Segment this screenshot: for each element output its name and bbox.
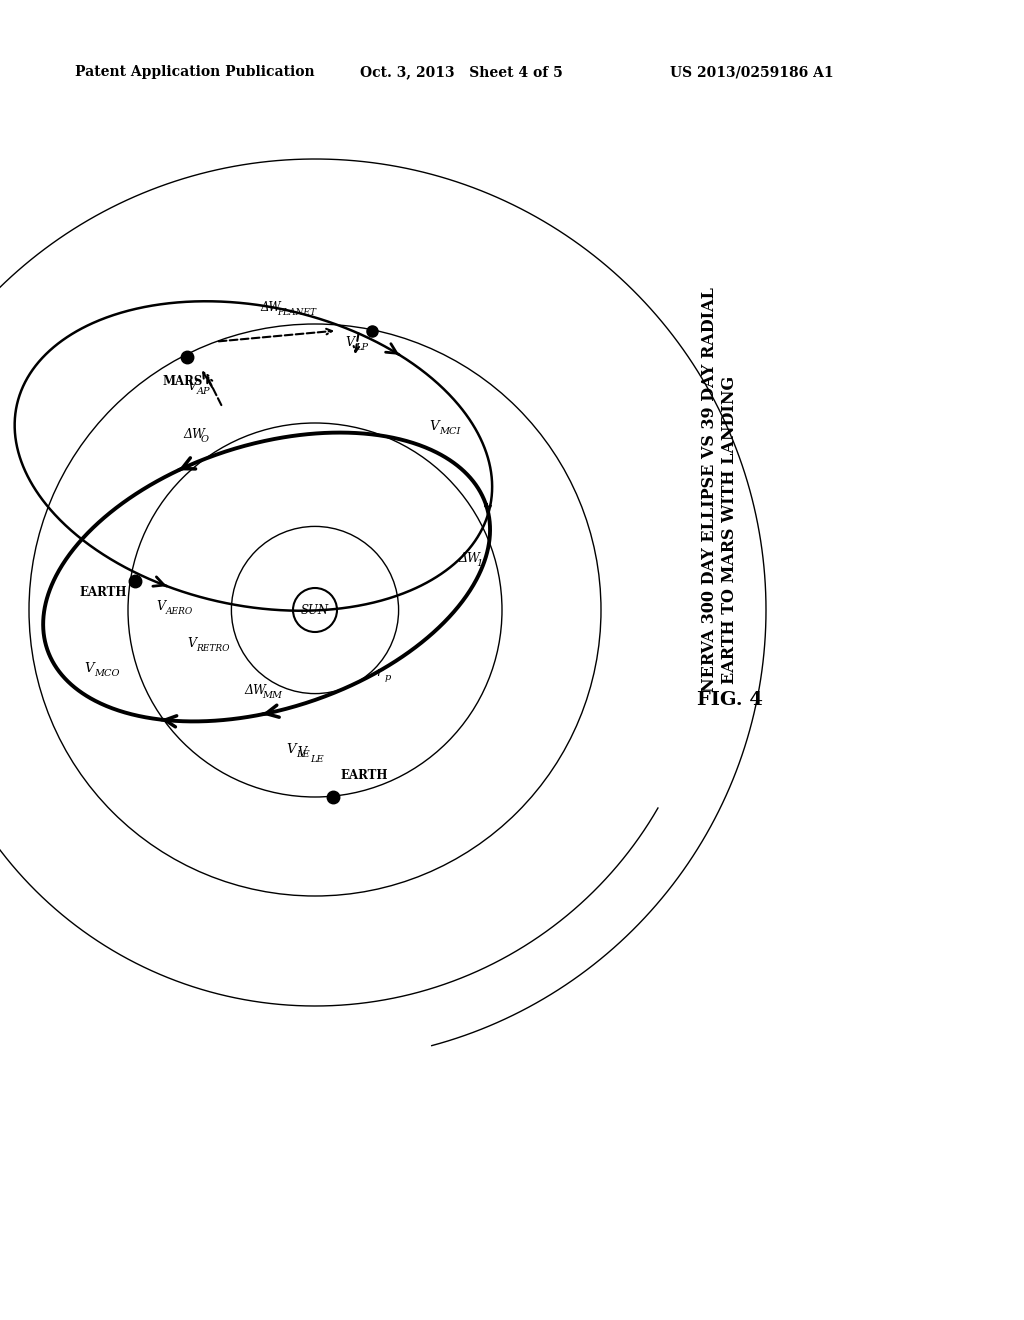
Text: ΔW: ΔW — [183, 429, 205, 441]
Text: V: V — [429, 420, 439, 433]
Text: O: O — [201, 436, 209, 445]
Text: LP: LP — [354, 343, 368, 352]
Text: SUN: SUN — [301, 603, 329, 616]
Text: r: r — [377, 667, 383, 678]
Text: EARTH TO MARS WITH LANDING: EARTH TO MARS WITH LANDING — [722, 376, 738, 684]
Text: V: V — [157, 601, 166, 612]
Text: NERVA 300 DAY ELLIPSE VS 39 DAY RADIAL: NERVA 300 DAY ELLIPSE VS 39 DAY RADIAL — [701, 288, 719, 693]
Text: V: V — [287, 743, 296, 756]
Text: Oct. 3, 2013   Sheet 4 of 5: Oct. 3, 2013 Sheet 4 of 5 — [360, 65, 563, 79]
Text: ΔW: ΔW — [260, 301, 281, 314]
Text: V: V — [84, 661, 93, 675]
Text: MCI: MCI — [439, 426, 461, 436]
Text: ΔW: ΔW — [458, 552, 480, 565]
Text: US 2013/0259186 A1: US 2013/0259186 A1 — [670, 65, 834, 79]
Text: RETRO: RETRO — [197, 644, 230, 653]
Text: LE: LE — [310, 755, 325, 764]
Text: V: V — [187, 380, 197, 393]
Text: Patent Application Publication: Patent Application Publication — [75, 65, 314, 79]
Text: V: V — [297, 747, 306, 759]
Text: MCO: MCO — [94, 669, 120, 677]
Text: 1: 1 — [476, 558, 482, 568]
Text: EARTH: EARTH — [79, 586, 127, 599]
Text: MM: MM — [262, 690, 283, 700]
Text: AERO: AERO — [166, 607, 193, 616]
Text: LE: LE — [296, 750, 310, 759]
Text: V: V — [187, 638, 197, 651]
Text: p: p — [385, 673, 391, 682]
Text: AP: AP — [197, 387, 210, 396]
Text: FIG. 4: FIG. 4 — [697, 690, 763, 709]
Text: EARTH: EARTH — [341, 770, 388, 781]
Text: V: V — [346, 337, 354, 348]
Text: MARS: MARS — [162, 375, 203, 388]
Text: ΔW: ΔW — [245, 684, 266, 697]
Text: PLANET: PLANET — [278, 308, 316, 317]
